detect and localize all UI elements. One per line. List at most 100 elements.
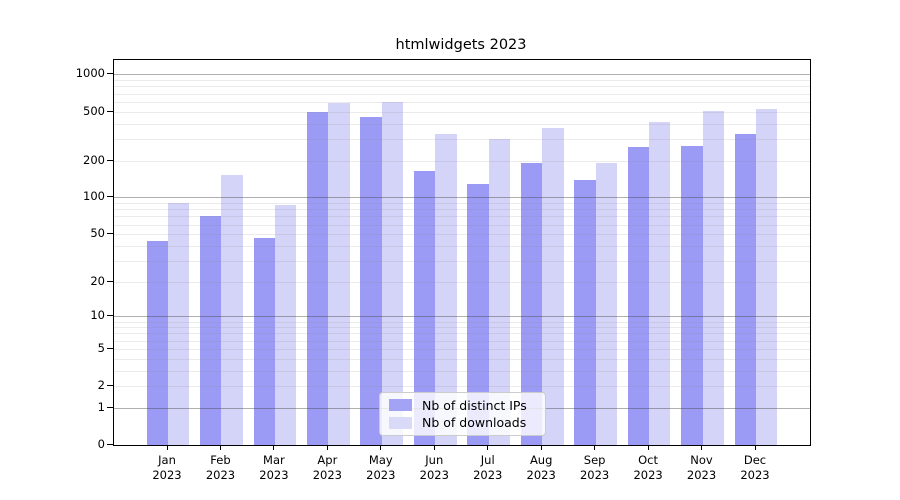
y-axis-tick-label: 1	[97, 399, 105, 414]
minor-gridline	[114, 348, 810, 350]
x-axis-tick-label: Sep 2023	[565, 453, 625, 483]
x-axis-tick	[326, 445, 328, 450]
x-label-month: May	[368, 453, 393, 467]
bar-distinct-ips-jan	[146, 240, 168, 445]
bar-downloads-apr	[328, 102, 350, 445]
y-axis-tick-label: 50	[90, 226, 105, 241]
y-axis-tick	[107, 315, 113, 317]
minor-gridline	[114, 260, 810, 262]
bar-distinct-ips-jul	[467, 183, 489, 445]
major-gridline	[114, 74, 810, 76]
x-axis-tick-label: Jun 2023	[404, 453, 464, 483]
x-axis-tick	[487, 445, 489, 450]
legend-item-downloads: Nb of downloads	[389, 415, 536, 430]
y-axis-tick-label: 1000	[75, 66, 105, 81]
x-label-year: 2023	[579, 468, 610, 482]
minor-gridline	[114, 340, 810, 342]
x-label-year: 2023	[526, 468, 556, 482]
y-axis-tick-label: 2	[97, 378, 105, 393]
bars-layer	[114, 60, 810, 445]
y-axis-tick	[107, 444, 113, 445]
bar-distinct-ips-mar	[253, 238, 275, 445]
bar-downloads-may	[381, 101, 404, 445]
chart-title: htmlwidgets 2023	[395, 37, 527, 53]
y-axis-tick-label: 20	[90, 273, 105, 288]
legend-label-distinct-ips: Nb of distinct IPs	[422, 397, 527, 413]
minor-gridline	[114, 386, 810, 388]
bar-distinct-ips-may	[360, 116, 382, 445]
y-axis-tick	[107, 73, 113, 75]
x-label-year: 2023	[259, 468, 289, 482]
bar-downloads-sep	[595, 163, 618, 445]
x-axis-tick	[380, 445, 382, 450]
legend-swatch-distinct-ips	[389, 399, 412, 412]
minor-gridline	[114, 203, 810, 205]
bar-distinct-ips-nov	[681, 145, 703, 445]
bar-downloads-aug	[542, 128, 564, 445]
minor-gridline	[114, 245, 810, 247]
x-label-month: Aug	[529, 453, 553, 467]
x-axis-tick	[166, 445, 168, 450]
bar-distinct-ips-aug	[520, 163, 543, 445]
y-axis-tick	[107, 110, 113, 112]
x-label-year: 2023	[205, 468, 236, 482]
x-label-year: 2023	[419, 468, 449, 482]
y-axis-tick-label: 500	[83, 103, 105, 118]
bar-downloads-jan	[168, 203, 190, 445]
legend-swatch-downloads	[389, 416, 412, 429]
bar-distinct-ips-jun	[413, 171, 436, 445]
x-axis-tick	[219, 445, 221, 450]
x-axis-tick	[273, 445, 275, 450]
x-label-month: Jun	[425, 453, 444, 467]
minor-gridline	[114, 209, 810, 211]
y-axis-tick	[107, 406, 113, 408]
minor-gridline	[114, 224, 810, 226]
legend-label-downloads: Nb of downloads	[422, 415, 527, 431]
x-label-year: 2023	[686, 468, 717, 482]
minor-gridline	[114, 101, 810, 103]
x-axis-tick	[647, 445, 649, 450]
x-axis-tick-label: Aug 2023	[511, 453, 571, 483]
y-axis-tick	[107, 159, 113, 161]
x-label-month: Nov	[690, 453, 713, 467]
y-axis-tick	[107, 385, 113, 387]
x-label-year: 2023	[473, 468, 503, 482]
x-axis-tick-label: Oct 2023	[618, 453, 678, 483]
x-label-year: 2023	[312, 468, 342, 482]
minor-gridline	[114, 281, 810, 283]
x-axis-tick-label: Nov 2023	[672, 453, 732, 483]
minor-gridline	[114, 234, 810, 236]
minor-gridline	[114, 123, 810, 125]
y-axis-tick-label: 5	[97, 340, 105, 355]
bar-downloads-oct	[649, 121, 671, 445]
x-axis-tick-label: Apr 2023	[297, 453, 357, 483]
bar-distinct-ips-oct	[627, 147, 650, 445]
major-gridline	[114, 197, 810, 199]
y-axis-tick-label: 10	[90, 308, 105, 323]
bar-downloads-jun	[435, 134, 457, 445]
minor-gridline	[114, 80, 810, 82]
x-axis-tick	[433, 445, 435, 450]
x-label-month: Jul	[480, 453, 495, 467]
bar-distinct-ips-sep	[574, 179, 596, 445]
minor-gridline	[114, 138, 810, 140]
x-label-month: Feb	[210, 453, 231, 467]
x-axis-tick	[540, 445, 542, 450]
y-axis-tick	[107, 196, 113, 198]
bar-downloads-feb	[221, 175, 243, 445]
minor-gridline	[114, 333, 810, 335]
x-label-month: Sep	[583, 453, 606, 467]
legend-item-distinct-ips: Nb of distinct IPs	[389, 398, 536, 413]
x-label-month: Mar	[263, 453, 285, 467]
x-axis-tick	[594, 445, 596, 450]
x-label-year: 2023	[152, 468, 182, 482]
x-axis-tick-label: Feb 2023	[190, 453, 250, 483]
x-label-month: Oct	[638, 453, 659, 467]
major-gridline	[114, 316, 810, 318]
x-label-year: 2023	[366, 468, 396, 482]
minor-gridline	[114, 327, 810, 329]
y-axis-tick	[107, 233, 113, 235]
y-axis-tick	[107, 347, 113, 349]
grid-layer	[114, 60, 810, 445]
